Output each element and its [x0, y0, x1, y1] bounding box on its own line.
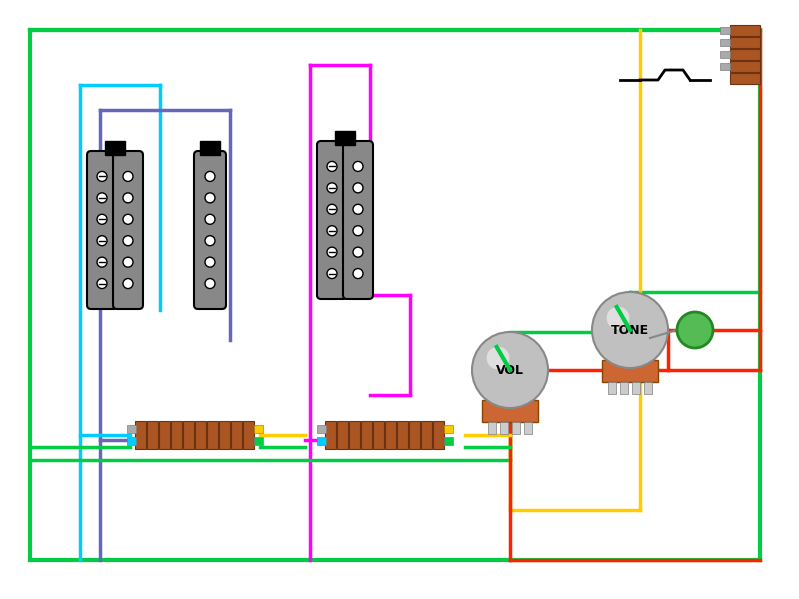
Circle shape — [353, 226, 363, 236]
Bar — [620, 382, 628, 394]
Circle shape — [327, 204, 337, 214]
Circle shape — [353, 268, 363, 279]
Bar — [421, 421, 432, 449]
Circle shape — [205, 214, 215, 224]
Circle shape — [123, 214, 133, 224]
Circle shape — [123, 279, 133, 289]
Circle shape — [205, 236, 215, 246]
Circle shape — [97, 214, 107, 224]
Circle shape — [327, 161, 337, 171]
Circle shape — [677, 312, 713, 348]
Bar — [444, 425, 453, 433]
Bar — [127, 437, 136, 445]
Circle shape — [327, 268, 337, 279]
Bar — [720, 39, 730, 46]
Bar — [720, 63, 730, 70]
Bar — [720, 27, 730, 34]
Bar — [207, 421, 218, 449]
Bar — [730, 37, 760, 48]
FancyBboxPatch shape — [317, 141, 347, 299]
Bar — [325, 421, 336, 449]
Bar — [409, 421, 420, 449]
Circle shape — [327, 183, 337, 193]
Circle shape — [205, 193, 215, 203]
Bar — [385, 421, 396, 449]
Circle shape — [606, 307, 630, 329]
Bar — [500, 422, 508, 434]
Circle shape — [205, 257, 215, 267]
Bar — [720, 51, 730, 58]
Circle shape — [97, 236, 107, 246]
Bar — [147, 421, 158, 449]
Bar — [200, 141, 220, 155]
Bar — [397, 421, 408, 449]
Circle shape — [353, 183, 363, 193]
Bar — [361, 421, 372, 449]
Bar — [337, 421, 348, 449]
Bar — [730, 61, 760, 72]
Circle shape — [205, 279, 215, 289]
Bar — [433, 421, 444, 449]
Bar — [335, 131, 355, 145]
Bar — [512, 422, 520, 434]
Bar — [730, 73, 760, 84]
Bar — [524, 422, 532, 434]
Circle shape — [97, 171, 107, 181]
Bar — [644, 382, 652, 394]
Bar — [730, 49, 760, 60]
Bar — [602, 360, 658, 382]
Text: TONE: TONE — [611, 323, 649, 337]
Circle shape — [472, 332, 548, 408]
Circle shape — [592, 292, 668, 368]
Bar — [159, 421, 170, 449]
Bar — [488, 422, 496, 434]
Bar — [349, 421, 360, 449]
FancyBboxPatch shape — [87, 151, 117, 309]
Circle shape — [353, 204, 363, 214]
Text: VOL: VOL — [496, 364, 524, 377]
Circle shape — [327, 226, 337, 236]
Bar — [254, 425, 263, 433]
FancyBboxPatch shape — [113, 151, 143, 309]
Circle shape — [97, 193, 107, 203]
Bar — [317, 425, 326, 433]
FancyBboxPatch shape — [343, 141, 373, 299]
Circle shape — [487, 347, 510, 370]
Bar — [105, 141, 125, 155]
FancyBboxPatch shape — [194, 151, 226, 309]
Bar — [243, 421, 254, 449]
Bar — [135, 421, 146, 449]
Bar — [219, 421, 230, 449]
Bar — [373, 421, 384, 449]
Circle shape — [97, 257, 107, 267]
Bar — [195, 421, 206, 449]
Bar — [482, 400, 538, 422]
Bar — [254, 437, 263, 445]
Circle shape — [327, 247, 337, 257]
Circle shape — [205, 171, 215, 181]
Circle shape — [123, 171, 133, 181]
Bar — [231, 421, 242, 449]
Circle shape — [97, 279, 107, 289]
Circle shape — [123, 236, 133, 246]
Bar — [608, 382, 616, 394]
Bar — [183, 421, 194, 449]
Bar — [171, 421, 182, 449]
Circle shape — [353, 161, 363, 171]
Circle shape — [123, 257, 133, 267]
Circle shape — [353, 247, 363, 257]
Circle shape — [123, 193, 133, 203]
Bar — [127, 425, 136, 433]
Bar — [730, 25, 760, 36]
Bar — [444, 437, 453, 445]
Bar — [632, 382, 640, 394]
Bar — [317, 437, 326, 445]
